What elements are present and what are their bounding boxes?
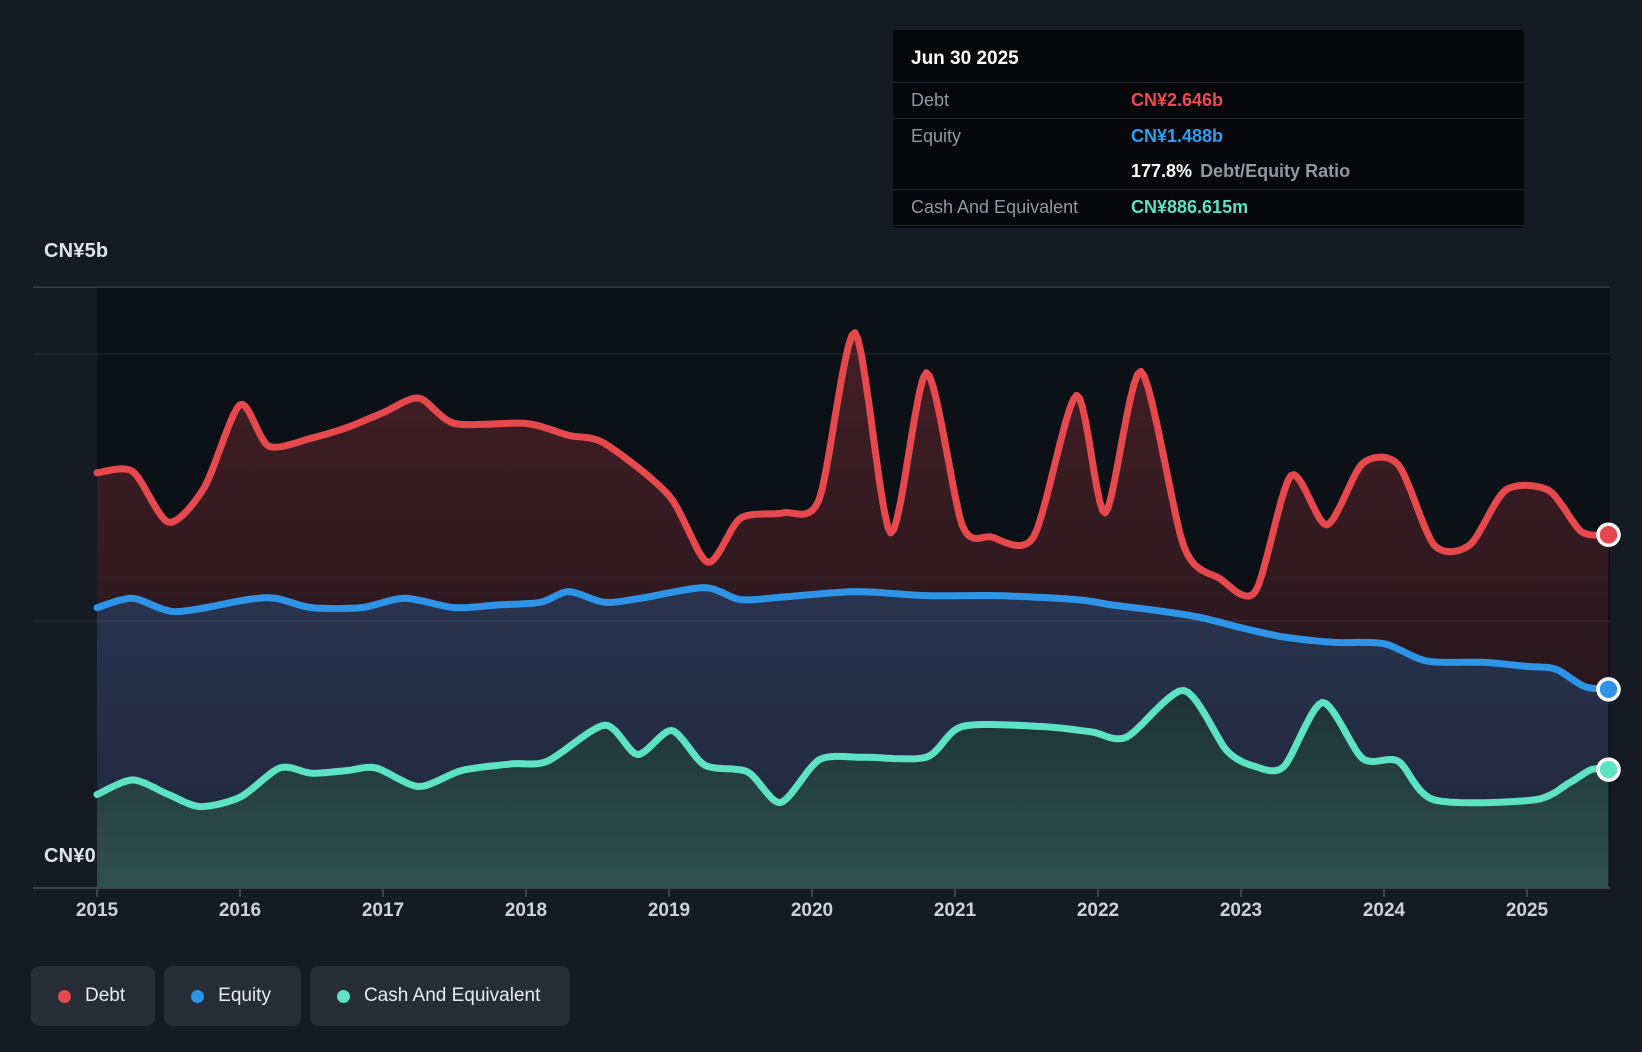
tooltip-cash-label: Cash And Equivalent: [911, 197, 1079, 217]
x-tick-label: 2016: [218, 900, 262, 921]
x-tick-label: 2015: [75, 900, 119, 921]
x-tick-label: 2021: [933, 900, 977, 921]
y-axis-max-label: CN¥5b: [44, 240, 109, 262]
x-tick-label: 2017: [361, 900, 405, 921]
chart-legend: Debt Equity Cash And Equivalent: [31, 966, 571, 1026]
tooltip-date: Jun 30 2025: [893, 40, 1524, 83]
tooltip-row-ratio: 177.8% Debt/Equity Ratio: [893, 154, 1524, 190]
x-tick-label: 2020: [790, 900, 834, 921]
x-tick-label: 2019: [647, 900, 691, 921]
legend-cash-label: Cash And Equivalent: [363, 985, 541, 1006]
x-tick-label: 2023: [1219, 900, 1263, 921]
x-tick-label: 2018: [504, 900, 548, 921]
tooltip-debt-label: Debt: [911, 90, 950, 110]
tooltip-ratio-value: 177.8%: [1131, 161, 1193, 181]
y-axis-zero-label: CN¥0: [44, 845, 96, 867]
tooltip-row-equity: Equity CN¥1.488b: [893, 119, 1524, 154]
legend-debt-label: Debt: [85, 985, 126, 1006]
tooltip-equity-value: CN¥1.488b: [1131, 126, 1224, 146]
tooltip-equity-label: Equity: [911, 126, 962, 146]
tooltip-row-cash: Cash And Equivalent CN¥886.615m: [893, 190, 1524, 226]
legend-equity-label: Equity: [218, 985, 271, 1006]
x-tick-label: 2024: [1362, 900, 1406, 921]
cash-series-dot-icon: [336, 989, 350, 1003]
debt-series-dot-icon: [58, 989, 71, 1003]
tooltip-cash-value: CN¥886.615m: [1131, 197, 1249, 217]
legend-item-debt[interactable]: Debt: [31, 966, 156, 1026]
tooltip-row-debt: Debt CN¥2.646b: [893, 83, 1524, 119]
x-tick-label: 2022: [1076, 900, 1120, 921]
legend-item-equity[interactable]: Equity: [164, 966, 301, 1026]
x-tick-label: 2025: [1505, 900, 1549, 921]
equity-series-dot-icon: [191, 989, 205, 1003]
tooltip-debt-value: CN¥2.646b: [1131, 90, 1224, 110]
chart-tooltip: Jun 30 2025 Debt CN¥2.646b Equity CN¥1.4…: [893, 30, 1524, 228]
tooltip-ratio-label: Debt/Equity Ratio: [1200, 161, 1351, 181]
legend-item-cash[interactable]: Cash And Equivalent: [309, 966, 571, 1026]
